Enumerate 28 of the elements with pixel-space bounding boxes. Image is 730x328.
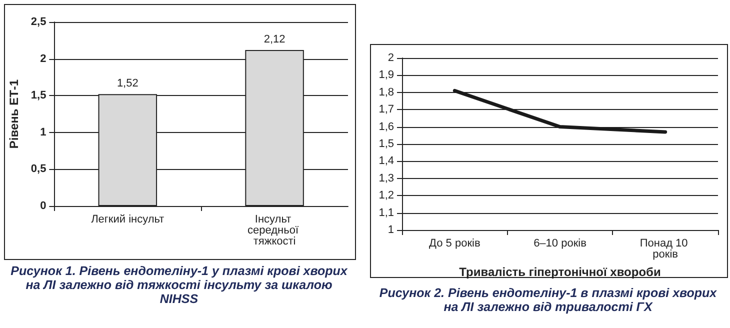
text: Рисунок 2. Рівень ендотеліну-1 в плазмі крові хворих на ЛІ залежно від тривалості ГХ: [378, 286, 718, 314]
text: Рисунок 1. Рівень ендотеліну-1 у плазмі крові хворих на ЛІ залежно від тяжкості інсульту за шкалою NIHSS: [10, 264, 348, 306]
y-tick-label: 1: [388, 224, 394, 236]
y-tick-label: 2,5: [30, 16, 46, 28]
y-tick-label: 1,9: [378, 69, 394, 82]
x-tick-label: Понад 10 років: [640, 238, 691, 260]
y-tick-label: 1,5: [30, 90, 46, 102]
x-tick-label: 6–10 років: [534, 238, 587, 250]
data-label: 1,52: [116, 78, 138, 90]
y-tick-label: 1,2: [378, 190, 394, 202]
y-tick-label: 1,5: [378, 138, 394, 150]
y-tick-label: 1,4: [378, 155, 394, 168]
x-axis-title: Тривалість гіпертонічної хвороби: [459, 265, 661, 279]
y-tick-label: 1,1: [378, 206, 394, 219]
y-tick-label: 1,6: [378, 120, 394, 133]
x-tick-label: Інсульт середньої тяжкості: [248, 214, 302, 248]
y-tick-label: 1,3: [378, 172, 394, 184]
y-tick-label: 2: [388, 52, 394, 64]
y-tick-label: 2: [40, 52, 46, 65]
y-tick-label: 1,8: [378, 86, 394, 98]
data-label: 2,12: [264, 33, 286, 46]
y-tick-label: 0,5: [30, 163, 46, 176]
y-axis-title: Рівень ЕТ-1: [7, 79, 21, 149]
y-tick-label: 1,7: [378, 104, 394, 116]
x-tick-label: Легкий інсульт: [91, 214, 164, 226]
y-tick-label: 0: [40, 200, 46, 212]
y-tick-label: 1: [40, 126, 46, 138]
x-tick-label: До 5 років: [429, 238, 480, 250]
